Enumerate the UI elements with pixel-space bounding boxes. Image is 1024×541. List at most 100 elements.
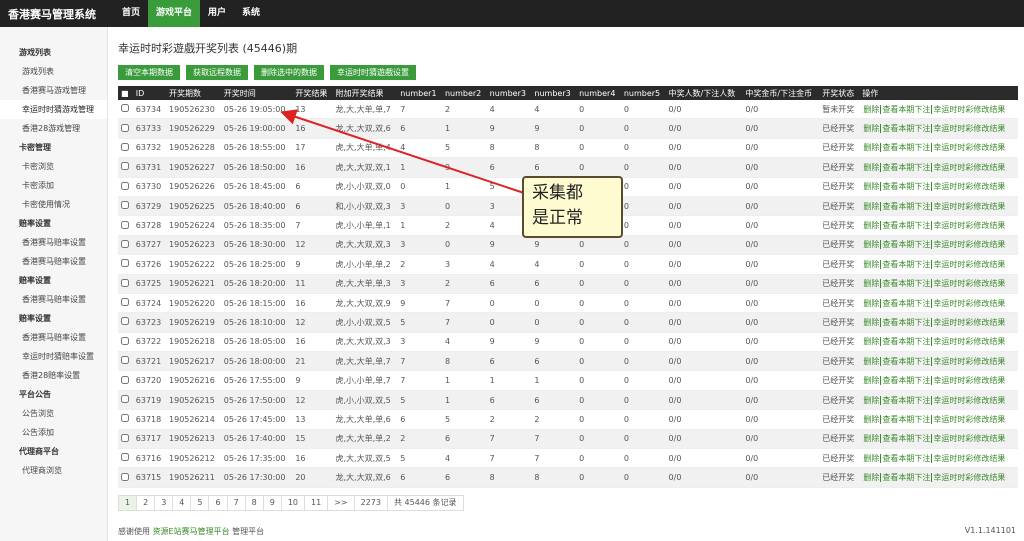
action-link[interactable]: 查看本期下注 (880, 279, 932, 289)
action-link[interactable]: 删除 (863, 279, 880, 289)
action-link[interactable]: 查看本期下注 (880, 414, 932, 424)
checkbox[interactable] (121, 123, 129, 132)
action-link[interactable]: 删除 (863, 395, 880, 405)
action-link[interactable]: 查看本期下注 (880, 356, 932, 366)
action-link[interactable]: 幸运时时彩修改结果 (931, 279, 1007, 289)
menu-item[interactable]: 香港28赔率设置 (22, 371, 81, 380)
action-link[interactable]: 幸运时时彩修改结果 (931, 298, 1007, 308)
action-link[interactable]: 查看本期下注 (880, 259, 932, 269)
action-link[interactable]: 查看本期下注 (880, 162, 932, 172)
action-link[interactable]: 查看本期下注 (880, 240, 932, 250)
menu-item[interactable]: 公告添加 (22, 428, 54, 437)
footer-link[interactable]: 资源E站赛马管理平台 (152, 527, 230, 536)
checkbox[interactable] (121, 375, 129, 384)
action-link[interactable]: 幸运时时彩修改结果 (931, 182, 1007, 192)
action-link[interactable]: 查看本期下注 (880, 317, 932, 327)
menu-item[interactable]: 卡密使用情况 (22, 200, 70, 209)
checkbox[interactable] (121, 259, 129, 268)
action-link[interactable]: 幸运时时彩修改结果 (931, 124, 1007, 134)
action-link[interactable]: 幸运时时彩修改结果 (931, 414, 1007, 424)
action-link[interactable]: 删除 (863, 376, 880, 386)
action-link[interactable]: 查看本期下注 (880, 182, 932, 192)
nav-item[interactable]: 系统 (242, 8, 261, 18)
menu-item[interactable]: 幸运时时猜赔率设置 (22, 352, 94, 361)
checkbox[interactable] (121, 142, 129, 151)
action-link[interactable]: 删除 (863, 221, 880, 231)
button[interactable]: 清空本期数据 (118, 65, 180, 80)
action-link[interactable]: 查看本期下注 (880, 337, 932, 347)
action-link[interactable]: 查看本期下注 (880, 453, 932, 463)
menu-item[interactable]: 公告浏览 (22, 409, 54, 418)
checkbox[interactable] (121, 453, 129, 462)
action-link[interactable]: 查看本期下注 (880, 201, 932, 211)
checkbox[interactable] (121, 414, 129, 423)
menu-item[interactable]: 香港28游戏管理 (22, 124, 81, 133)
checkbox[interactable] (121, 104, 129, 113)
menu-item[interactable]: 香港赛马游戏管理 (22, 86, 86, 95)
menu-item[interactable]: 游戏列表 (22, 67, 54, 76)
checkbox[interactable] (121, 298, 129, 307)
checkbox[interactable] (121, 181, 129, 190)
action-link[interactable]: 幸运时时彩修改结果 (931, 376, 1007, 386)
action-link[interactable]: 删除 (863, 473, 880, 483)
menu-item[interactable]: 香港赛马赔率设置 (22, 238, 86, 247)
action-link[interactable]: 查看本期下注 (880, 104, 932, 114)
action-link[interactable]: 幸运时时彩修改结果 (931, 395, 1007, 405)
menu-item[interactable]: 幸运时时猜游戏管理 (0, 100, 107, 119)
action-link[interactable]: 幸运时时彩修改结果 (931, 104, 1007, 114)
checkbox[interactable] (121, 278, 129, 287)
action-link[interactable]: 查看本期下注 (880, 143, 932, 153)
action-link[interactable]: 幸运时时彩修改结果 (931, 317, 1007, 327)
action-link[interactable]: 删除 (863, 162, 880, 172)
action-link[interactable]: 幸运时时彩修改结果 (931, 201, 1007, 211)
action-link[interactable]: 幸运时时彩修改结果 (931, 259, 1007, 269)
nav-item[interactable]: 用户 (208, 8, 227, 18)
action-link[interactable]: 查看本期下注 (880, 473, 932, 483)
checkbox[interactable] (121, 201, 129, 210)
checkbox[interactable] (121, 239, 129, 248)
action-link[interactable]: 删除 (863, 298, 880, 308)
nav-item[interactable]: 游戏平台 (148, 0, 201, 27)
action-link[interactable]: 删除 (863, 182, 880, 192)
action-link[interactable]: 幸运时时彩修改结果 (931, 453, 1007, 463)
button[interactable]: 获取远程数据 (186, 65, 248, 80)
action-link[interactable]: 幸运时时彩修改结果 (931, 337, 1007, 347)
action-link[interactable]: 幸运时时彩修改结果 (931, 434, 1007, 444)
checkbox[interactable] (121, 433, 129, 442)
menu-item[interactable]: 香港赛马赔率设置 (22, 333, 86, 342)
action-link[interactable]: 删除 (863, 414, 880, 424)
action-link[interactable]: 幸运时时彩修改结果 (931, 473, 1007, 483)
menu-item[interactable]: 香港赛马赔率设置 (22, 257, 86, 266)
action-link[interactable]: 幸运时时彩修改结果 (931, 143, 1007, 153)
action-link[interactable]: 删除 (863, 453, 880, 463)
nav-item[interactable]: 首页 (122, 8, 141, 18)
checkbox[interactable] (121, 472, 129, 481)
menu-item[interactable]: 卡密添加 (22, 181, 54, 190)
action-link[interactable]: 删除 (863, 124, 880, 134)
menu-item[interactable]: 卡密浏览 (22, 162, 54, 171)
checkbox[interactable] (121, 395, 129, 404)
action-link[interactable]: 查看本期下注 (880, 376, 932, 386)
select-all[interactable]: ■ (118, 86, 133, 100)
checkbox[interactable] (121, 220, 129, 229)
action-link[interactable]: 幸运时时彩修改结果 (931, 162, 1007, 172)
action-link[interactable]: 幸运时时彩修改结果 (931, 240, 1007, 250)
action-link[interactable]: 查看本期下注 (880, 434, 932, 444)
action-link[interactable]: 幸运时时彩修改结果 (931, 221, 1007, 231)
checkbox[interactable] (121, 162, 129, 171)
button[interactable]: 幸运时时猜遊戲设置 (330, 65, 416, 80)
action-link[interactable]: 删除 (863, 337, 880, 347)
action-link[interactable]: 删除 (863, 356, 880, 366)
action-link[interactable]: 查看本期下注 (880, 124, 932, 134)
action-link[interactable]: 删除 (863, 240, 880, 250)
checkbox[interactable] (121, 336, 129, 345)
action-link[interactable]: 查看本期下注 (880, 395, 932, 405)
action-link[interactable]: 删除 (863, 104, 880, 114)
action-link[interactable]: 删除 (863, 317, 880, 327)
action-link[interactable]: 删除 (863, 259, 880, 269)
checkbox[interactable] (121, 317, 129, 326)
action-link[interactable]: 删除 (863, 201, 880, 211)
checkbox[interactable] (121, 356, 129, 365)
action-link[interactable]: 幸运时时彩修改结果 (931, 356, 1007, 366)
action-link[interactable]: 删除 (863, 143, 880, 153)
